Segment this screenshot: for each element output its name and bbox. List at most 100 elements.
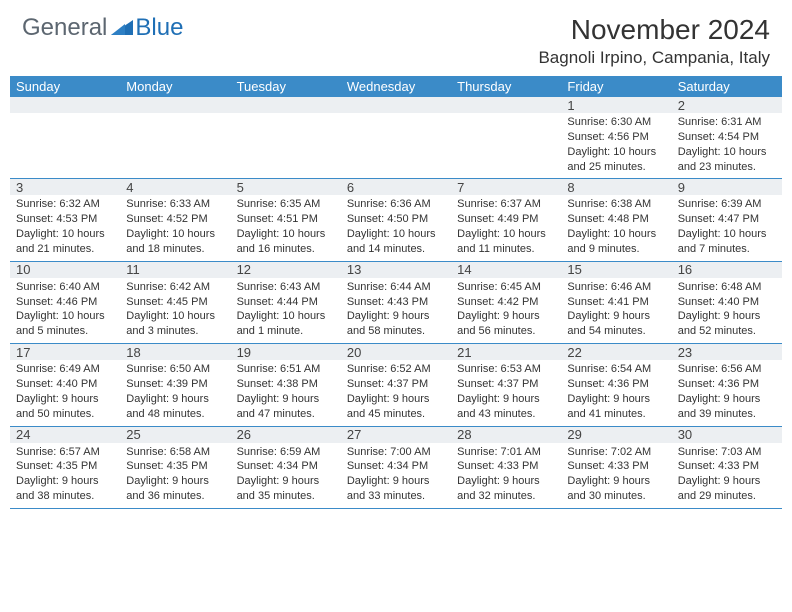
sunset-text: Sunset: 4:33 PM (457, 459, 555, 474)
daylight-text: Daylight: 9 hours and 33 minutes. (347, 474, 445, 504)
day-body-row: Sunrise: 6:49 AMSunset: 4:40 PM Daylight:… (10, 360, 782, 425)
day-number: 13 (341, 262, 451, 277)
daylight-text: Daylight: 9 hours and 52 minutes. (678, 309, 776, 339)
logo-text-blue: Blue (135, 14, 183, 42)
sunrise-text: Sunrise: 6:59 AM (237, 445, 335, 460)
day-cell: Sunrise: 6:54 AMSunset: 4:36 PMDaylight:… (561, 360, 671, 425)
sunrise-text: Sunrise: 6:44 AM (347, 280, 445, 295)
daylight-text: Daylight: 9 hours and 29 minutes. (678, 474, 776, 504)
sunrise-text: Sunrise: 6:33 AM (126, 197, 224, 212)
day-number: 2 (672, 98, 782, 113)
logo: General Blue (22, 14, 183, 42)
daylight-text: Daylight: 10 hours and 18 minutes. (126, 227, 224, 257)
daylight-text: Daylight: 9 hours and 41 minutes. (567, 392, 665, 422)
daylight-text: Daylight: 9 hours and 54 minutes. (567, 309, 665, 339)
day-number: 19 (231, 345, 341, 360)
sunset-text: Sunset: 4:35 PM (16, 459, 114, 474)
sunrise-text: Sunrise: 6:57 AM (16, 445, 114, 460)
day-cell: Sunrise: 6:56 AMSunset: 4:36 PMDaylight:… (672, 360, 782, 425)
day-number: 20 (341, 345, 451, 360)
sunrise-text: Sunrise: 6:48 AM (678, 280, 776, 295)
day-number: 11 (120, 262, 230, 277)
sunset-text: Sunset: 4:33 PM (678, 459, 776, 474)
day-cell: Sunrise: 6:58 AMSunset: 4:35 PMDaylight:… (120, 443, 230, 508)
day-cell: Sunrise: 6:52 AMSunset: 4:37 PMDaylight:… (341, 360, 451, 425)
sunset-text: Sunset: 4:36 PM (678, 377, 776, 392)
day-number: 14 (451, 262, 561, 277)
sunset-text: Sunset: 4:40 PM (16, 377, 114, 392)
day-number-row: 17181920212223 (10, 344, 782, 360)
day-cell: Sunrise: 6:38 AMSunset: 4:48 PMDaylight:… (561, 195, 671, 260)
daylight-text: Daylight: 9 hours and 56 minutes. (457, 309, 555, 339)
sunrise-text: Sunrise: 7:03 AM (678, 445, 776, 460)
day-number: 16 (672, 262, 782, 277)
day-cell: Sunrise: 6:44 AMSunset: 4:43 PMDaylight:… (341, 278, 451, 343)
day-number: 22 (561, 345, 671, 360)
daylight-text: Daylight: 9 hours and 36 minutes. (126, 474, 224, 504)
sunrise-text: Sunrise: 6:52 AM (347, 362, 445, 377)
daylight-text: Daylight: 10 hours and 11 minutes. (457, 227, 555, 257)
sunrise-text: Sunrise: 6:56 AM (678, 362, 776, 377)
day-number: 29 (561, 427, 671, 442)
daylight-text: Daylight: 9 hours and 43 minutes. (457, 392, 555, 422)
day-number: 5 (231, 180, 341, 195)
sunset-text: Sunset: 4:49 PM (457, 212, 555, 227)
sunrise-text: Sunrise: 6:39 AM (678, 197, 776, 212)
sunset-text: Sunset: 4:37 PM (457, 377, 555, 392)
daylight-text: Daylight: 9 hours and 48 minutes. (126, 392, 224, 422)
sunrise-text: Sunrise: 6:49 AM (16, 362, 114, 377)
daylight-text: Daylight: 10 hours and 1 minute. (237, 309, 335, 339)
sunrise-text: Sunrise: 6:53 AM (457, 362, 555, 377)
day-cell: Sunrise: 6:49 AMSunset: 4:40 PMDaylight:… (10, 360, 120, 425)
daylight-text: Daylight: 10 hours and 7 minutes. (678, 227, 776, 257)
sunrise-text: Sunrise: 6:40 AM (16, 280, 114, 295)
day-cell: Sunrise: 6:50 AMSunset: 4:39 PMDaylight:… (120, 360, 230, 425)
day-number: 18 (120, 345, 230, 360)
day-number: 6 (341, 180, 451, 195)
day-number: 26 (231, 427, 341, 442)
day-number: 25 (120, 427, 230, 442)
calendar-week-row: 10111213141516 Sunrise: 6:40 AM Sunset: 4:… (10, 262, 782, 344)
weekday-header: Monday (120, 76, 230, 97)
day-body-row: Sunrise: 6:57 AMSunset: 4:35 PM Daylight:… (10, 443, 782, 508)
day-cell: Sunrise: 6:42 AMSunset: 4:45 PMDaylight:… (120, 278, 230, 343)
day-number: 24 (10, 427, 120, 442)
daylight-text: Daylight: 10 hours and 9 minutes. (567, 227, 665, 257)
day-number-row: 10111213141516 (10, 262, 782, 278)
sunrise-text: Sunrise: 6:32 AM (16, 197, 114, 212)
sunset-text: Sunset: 4:39 PM (126, 377, 224, 392)
day-number: 4 (120, 180, 230, 195)
sunrise-text: Sunrise: 6:46 AM (567, 280, 665, 295)
day-number: 28 (451, 427, 561, 442)
sunrise-text: Sunrise: 7:01 AM (457, 445, 555, 460)
sunrise-text: Sunrise: 6:58 AM (126, 445, 224, 460)
day-cell (341, 113, 451, 178)
day-cell (120, 113, 230, 178)
sunrise-text: Sunrise: 6:31 AM (678, 115, 776, 130)
sunset-text: Sunset: 4:44 PM (237, 295, 335, 310)
sunrise-text: Sunrise: 6:54 AM (567, 362, 665, 377)
sunset-text: Sunset: 4:36 PM (567, 377, 665, 392)
daylight-text: Daylight: 10 hours and 23 minutes. (678, 145, 776, 175)
sunrise-text: Sunrise: 7:02 AM (567, 445, 665, 460)
daylight-text: Daylight: 9 hours and 58 minutes. (347, 309, 445, 339)
weekday-header: Friday (561, 76, 671, 97)
sunrise-text: Sunrise: 6:45 AM (457, 280, 555, 295)
sunset-text: Sunset: 4:47 PM (678, 212, 776, 227)
day-cell: Sunrise: 6:39 AMSunset: 4:47 PMDaylight:… (672, 195, 782, 260)
calendar-week-row: 24252627282930Sunrise: 6:57 AMSunset: 4:… (10, 427, 782, 509)
sunrise-text: Sunrise: 6:37 AM (457, 197, 555, 212)
calendar-week-row: 3456789Sunrise: 6:32 AMSunset: 4:53 PMDa… (10, 179, 782, 261)
sunset-text: Sunset: 4:56 PM (567, 130, 665, 145)
day-cell: Sunrise: 6:36 AMSunset: 4:50 PMDaylight:… (341, 195, 451, 260)
day-cell: Sunrise: 6:33 AMSunset: 4:52 PMDaylight:… (120, 195, 230, 260)
sunset-text: Sunset: 4:34 PM (237, 459, 335, 474)
day-cell: Sunrise: 6:30 AMSunset: 4:56 PMDaylight:… (561, 113, 671, 178)
day-number: 27 (341, 427, 451, 442)
daylight-text: Daylight: 9 hours and 47 minutes. (237, 392, 335, 422)
sunset-text: Sunset: 4:43 PM (347, 295, 445, 310)
sunrise-text: Sunrise: 7:00 AM (347, 445, 445, 460)
sunrise-text: Sunrise: 6:51 AM (237, 362, 335, 377)
sunrise-text: Sunrise: 6:36 AM (347, 197, 445, 212)
day-cell (451, 113, 561, 178)
